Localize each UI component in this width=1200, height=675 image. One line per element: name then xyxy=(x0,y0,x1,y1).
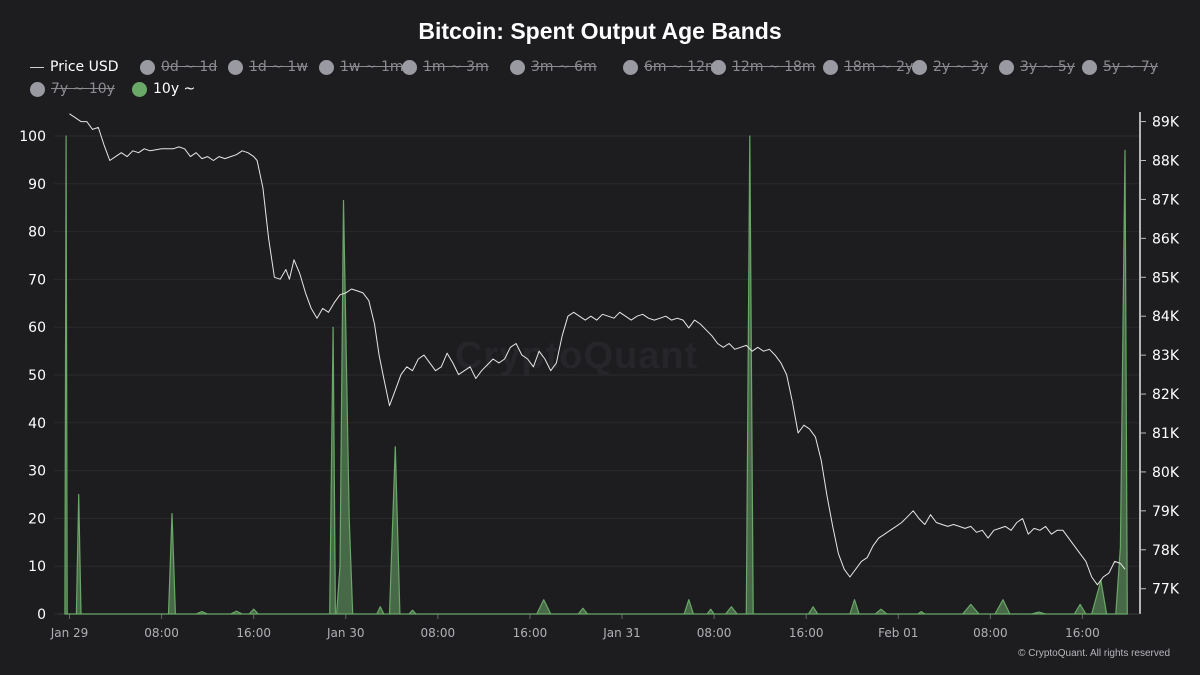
y-right-tick-label: 80K xyxy=(1152,465,1180,481)
y-left-tick-label: 30 xyxy=(28,464,46,480)
series-area-10y xyxy=(64,135,1128,615)
legend-label: 12m ~ 18m xyxy=(732,59,816,75)
legend-label: 3m ~ 6m xyxy=(531,59,597,75)
y-left-tick-label: 60 xyxy=(28,320,46,336)
legend-item-3m-6m[interactable]: 3m ~ 6m xyxy=(510,56,597,78)
y-left-tick-label: 40 xyxy=(28,416,46,432)
legend-label: 7y ~ 10y xyxy=(51,81,115,97)
legend-dot-marker xyxy=(1082,59,1097,75)
y-left-tick-label: 90 xyxy=(28,177,46,193)
legend-dot-marker xyxy=(132,81,147,97)
legend-label: 1m ~ 3m xyxy=(423,59,489,75)
legend-dot-marker xyxy=(999,59,1014,75)
legend-item-12m-18m[interactable]: 12m ~ 18m xyxy=(711,56,816,78)
legend-dot-marker xyxy=(623,59,638,75)
legend-label: 3y ~ 5y xyxy=(1020,59,1076,75)
legend-dot-marker xyxy=(912,59,927,75)
legend-line-marker xyxy=(30,66,44,68)
y-left-tick-label: 80 xyxy=(28,225,46,241)
legend-item-6m-12m[interactable]: 6m ~ 12m xyxy=(623,56,719,78)
x-tick-label: 08:00 xyxy=(697,626,732,640)
legend-item-3y-5y[interactable]: 3y ~ 5y xyxy=(999,56,1075,78)
legend-item-1w-1m[interactable]: 1w ~ 1m xyxy=(319,56,404,78)
y-right-tick-label: 83K xyxy=(1152,348,1180,364)
legend-item-0d-1d[interactable]: 0d ~ 1d xyxy=(140,56,217,78)
x-tick-label: Jan 29 xyxy=(50,626,89,640)
y-left-tick-label: 10 xyxy=(28,559,46,575)
x-tick-label: 08:00 xyxy=(421,626,456,640)
legend-dot-marker xyxy=(140,59,155,75)
x-tick-label: Jan 30 xyxy=(326,626,365,640)
legend-item-1d-1w[interactable]: 1d ~ 1w xyxy=(228,56,308,78)
y-right-tick-label: 86K xyxy=(1152,231,1180,247)
legend-label: 1w ~ 1m xyxy=(340,59,404,75)
y-right-tick-label: 77K xyxy=(1152,582,1180,598)
legend-dot-marker xyxy=(228,59,243,75)
y-right-tick-label: 78K xyxy=(1152,543,1180,559)
y-left-tick-label: 0 xyxy=(37,607,46,623)
copyright-footer: © CryptoQuant. All rights reserved xyxy=(1018,648,1170,659)
legend-label: 6m ~ 12m xyxy=(644,59,719,75)
legend-item-7y-10y[interactable]: 7y ~ 10y xyxy=(30,78,115,100)
x-tick-label: 16:00 xyxy=(1065,626,1100,640)
y-right-tick-label: 79K xyxy=(1152,504,1180,520)
legend-label: 0d ~ 1d xyxy=(161,59,218,75)
legend-dot-marker xyxy=(711,59,726,75)
legend-item-2y-3y[interactable]: 2y ~ 3y xyxy=(912,56,988,78)
legend-item-price-usd[interactable]: Price USD xyxy=(30,56,119,78)
y-right-tick-label: 84K xyxy=(1152,309,1180,325)
legend-label: 2y ~ 3y xyxy=(933,59,989,75)
legend-dot-marker xyxy=(402,59,417,75)
x-tick-label: 16:00 xyxy=(789,626,824,640)
x-tick-label: Feb 01 xyxy=(878,626,918,640)
legend-dot-marker xyxy=(510,59,525,75)
y-right-tick-label: 87K xyxy=(1152,192,1180,208)
y-left-tick-label: 100 xyxy=(19,129,46,145)
legend-label: 1d ~ 1w xyxy=(249,59,308,75)
y-left-tick-label: 50 xyxy=(28,368,46,384)
y-right-tick-label: 81K xyxy=(1152,426,1180,442)
chart-title: Bitcoin: Spent Output Age Bands xyxy=(418,18,782,44)
y-left-tick-label: 70 xyxy=(28,272,46,288)
legend-item-1m-3m[interactable]: 1m ~ 3m xyxy=(402,56,489,78)
legend-item-5y-7y[interactable]: 5y ~ 7y xyxy=(1082,56,1158,78)
legend-label: Price USD xyxy=(50,59,119,75)
x-tick-label: 08:00 xyxy=(973,626,1008,640)
legend-item-10y[interactable]: 10y ~ xyxy=(132,78,195,100)
y-right-tick-label: 85K xyxy=(1152,270,1180,286)
legend-dot-marker xyxy=(319,59,334,75)
legend-label: 10y ~ xyxy=(153,81,196,97)
legend-label: 18m ~ 2y xyxy=(844,59,914,75)
x-tick-label: 16:00 xyxy=(513,626,548,640)
legend-item-18m-2y[interactable]: 18m ~ 2y xyxy=(823,56,913,78)
x-tick-label: 16:00 xyxy=(236,626,271,640)
y-right-tick-label: 82K xyxy=(1152,387,1180,403)
y-right-tick-label: 88K xyxy=(1152,153,1180,169)
legend-dot-marker xyxy=(823,59,838,75)
y-left-tick-label: 20 xyxy=(28,511,46,527)
series-line-price-usd xyxy=(69,113,1126,586)
watermark: CryptoQuant xyxy=(455,335,699,377)
x-tick-label: Jan 31 xyxy=(602,626,641,640)
y-right-tick-label: 89K xyxy=(1152,115,1180,131)
legend-label: 5y ~ 7y xyxy=(1103,59,1159,75)
x-tick-label: 08:00 xyxy=(144,626,179,640)
legend-dot-marker xyxy=(30,81,45,97)
